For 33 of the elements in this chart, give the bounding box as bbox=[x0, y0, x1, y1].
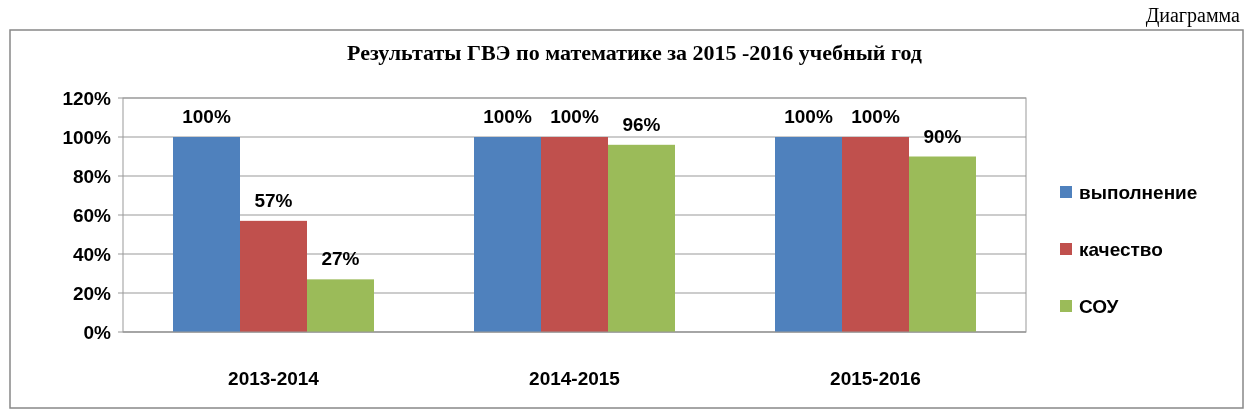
bar bbox=[541, 137, 608, 332]
data-label: 100% bbox=[182, 106, 231, 127]
data-label: 100% bbox=[851, 106, 900, 127]
data-label: 27% bbox=[321, 248, 360, 270]
bar bbox=[307, 279, 374, 332]
bar bbox=[173, 137, 240, 332]
x-tick-label: 2013-2014 bbox=[228, 368, 320, 389]
bar bbox=[474, 137, 541, 332]
data-label: 57% bbox=[254, 189, 293, 211]
data-label: 96% bbox=[622, 113, 661, 135]
y-tick-label: 20% bbox=[72, 283, 112, 304]
x-tick-label: 2015-2016 bbox=[830, 368, 921, 389]
legend-label: СОУ bbox=[1079, 296, 1119, 317]
chart-title: Результаты ГВЭ по математике за 2015 -2016 учебный год bbox=[347, 40, 922, 65]
data-label: 100% bbox=[483, 106, 532, 127]
legend-label: качество bbox=[1079, 239, 1163, 260]
text: Диаграмма bbox=[1145, 4, 1241, 27]
y-tick-label: 0% bbox=[83, 322, 112, 343]
x-tick-label: 2014-2015 bbox=[529, 368, 621, 389]
y-tick-label: 60% bbox=[72, 205, 112, 226]
y-tick-label: 100% bbox=[62, 127, 112, 148]
bar bbox=[240, 220, 307, 332]
bar bbox=[608, 144, 675, 332]
data-label: 90% bbox=[923, 125, 962, 147]
bar bbox=[775, 137, 842, 332]
y-tick-label: 80% bbox=[72, 166, 112, 187]
bar bbox=[842, 137, 909, 332]
legend-label: выполнение bbox=[1079, 182, 1198, 203]
bar bbox=[909, 156, 976, 332]
data-label: 100% bbox=[550, 106, 599, 127]
y-tick-label: 40% bbox=[72, 244, 112, 265]
data-label: 100% bbox=[784, 106, 833, 127]
y-tick-label: 120% bbox=[62, 88, 112, 109]
